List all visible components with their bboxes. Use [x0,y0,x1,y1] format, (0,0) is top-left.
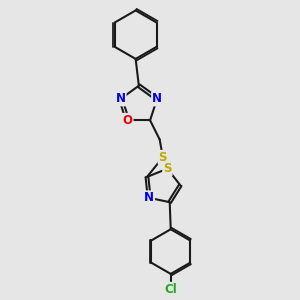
Text: O: O [123,114,133,127]
Text: N: N [144,191,154,204]
Text: Cl: Cl [164,283,177,296]
Text: N: N [152,92,162,105]
Text: S: S [159,151,167,164]
Text: N: N [116,92,126,105]
Text: S: S [163,162,172,175]
